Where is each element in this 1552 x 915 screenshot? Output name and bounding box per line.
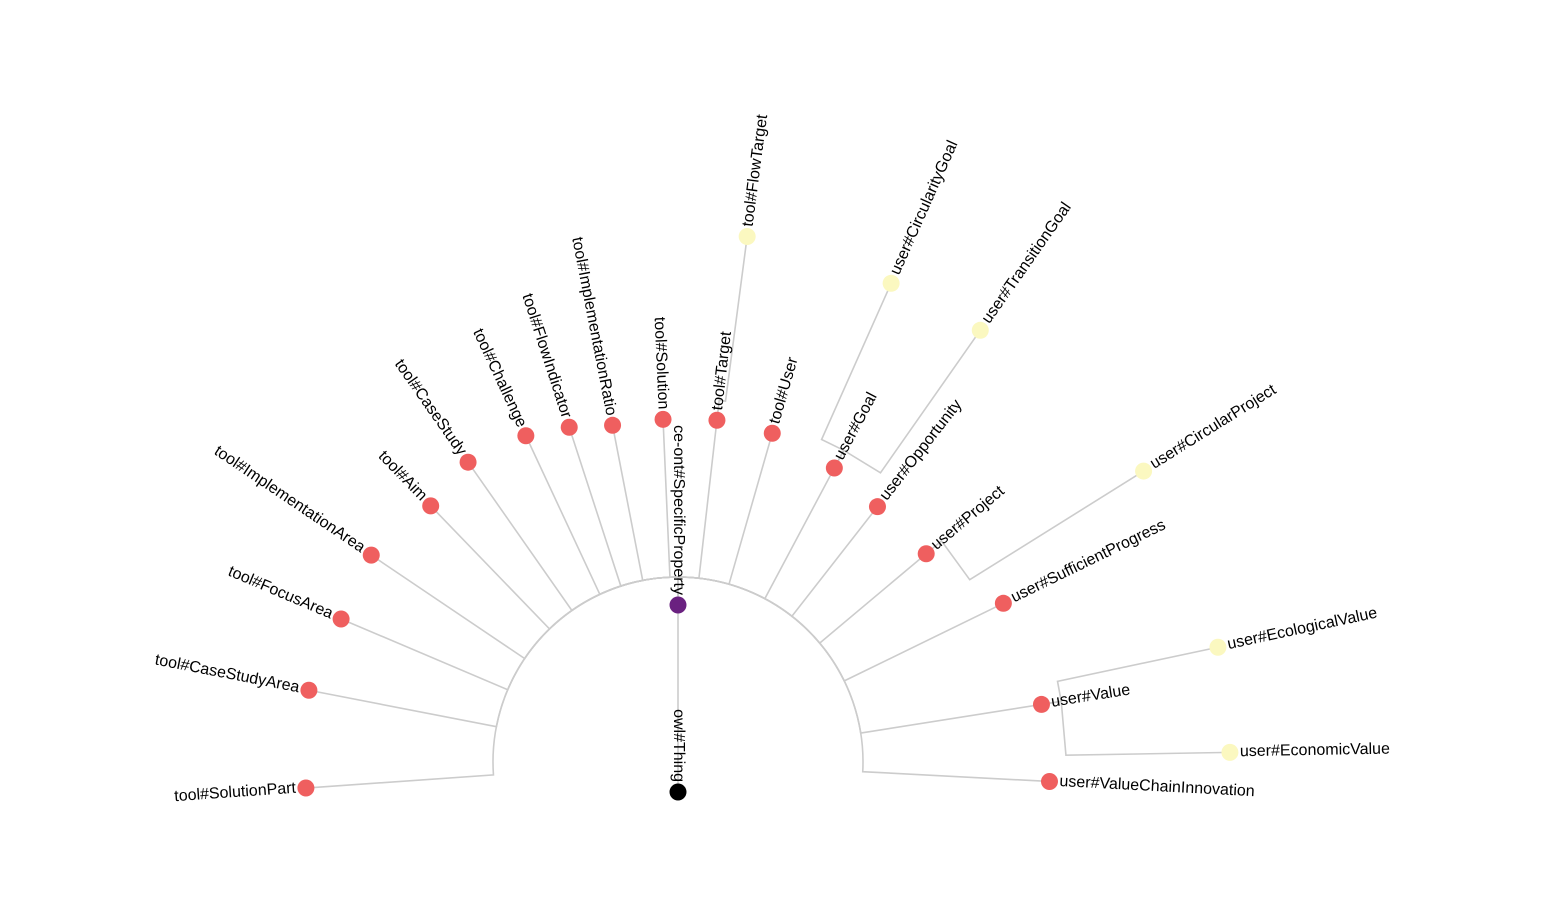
tree-node-owl-thing[interactable] xyxy=(669,783,687,801)
node-label-user-sufficientprogress: user#SufficientProgress xyxy=(1008,516,1168,606)
link-tool-challenge xyxy=(525,435,679,605)
tree-node-user-project[interactable] xyxy=(917,545,935,563)
node-label-tool-flowindicator: tool#FlowIndicator xyxy=(518,291,574,420)
tree-node-user-valuechaininnovation[interactable] xyxy=(1040,772,1058,790)
link-tool-implementationarea xyxy=(370,554,679,660)
link-tool-implementationratio xyxy=(611,425,679,605)
tree-node-tool-target[interactable] xyxy=(708,411,726,429)
link-user-sufficientprogress xyxy=(677,576,1004,682)
node-label-user-economicvalue: user#EconomicValue xyxy=(1240,741,1390,761)
tree-node-tool-implementationratio[interactable] xyxy=(604,416,622,434)
tree-node-tool-implementationarea[interactable] xyxy=(362,546,380,564)
node-label-user-project: user#Project xyxy=(928,482,1008,553)
tree-node-user-opportunity[interactable] xyxy=(868,498,886,516)
tree-node-user-value[interactable] xyxy=(1032,695,1050,713)
node-label-tool-solutionpart: tool#SolutionPart xyxy=(174,780,297,805)
tree-node-tool-flowtarget[interactable] xyxy=(738,228,756,246)
link-user-circularproject xyxy=(925,470,1145,581)
node-label-tool-casestudyarea: tool#CaseStudyArea xyxy=(153,652,300,697)
node-label-tool-implementationarea: tool#ImplementationArea xyxy=(211,443,368,557)
node-label-user-opportunity: user#Opportunity xyxy=(877,397,966,504)
tree-node-tool-user[interactable] xyxy=(763,424,781,442)
tree-node-user-transitiongoal[interactable] xyxy=(971,321,989,339)
node-label-tool-user: tool#User xyxy=(766,355,801,426)
node-label-tool-flowtarget: tool#FlowTarget xyxy=(740,113,772,228)
tree-node-tool-aim[interactable] xyxy=(422,497,440,515)
link-tool-casestudyarea xyxy=(308,576,679,728)
node-label-user-ecologicalvalue: user#EcologicalValue xyxy=(1226,605,1379,653)
tree-links xyxy=(305,236,1230,792)
tree-node-tool-flowindicator[interactable] xyxy=(560,418,578,436)
tree-node-tool-solutionpart[interactable] xyxy=(297,779,315,797)
tree-nodes: tool#SolutionPart tool#CaseStudyArea tool#… xyxy=(153,113,1390,805)
node-label-tool-challenge: tool#Challenge xyxy=(469,326,530,430)
link-user-value xyxy=(677,576,1042,734)
link-user-opportunity xyxy=(677,506,879,618)
tree-node-ce-ont-specificproperty[interactable] xyxy=(669,596,687,614)
node-label-tool-focusarea: tool#FocusArea xyxy=(226,563,336,622)
tree-node-tool-casestudy[interactable] xyxy=(459,453,477,471)
tree-node-user-circularitygoal[interactable] xyxy=(882,274,900,292)
node-label-tool-implementationratio: tool#ImplementationRatio xyxy=(568,236,619,417)
tree-node-user-economicvalue[interactable] xyxy=(1221,743,1239,761)
node-label-tool-solution: tool#Solution xyxy=(651,317,672,410)
tree-node-tool-solution[interactable] xyxy=(654,410,672,428)
link-user-project xyxy=(677,553,927,645)
tree-node-user-ecologicalvalue[interactable] xyxy=(1209,638,1227,656)
link-tool-flowtarget xyxy=(716,236,748,421)
tree-node-user-goal[interactable] xyxy=(825,459,843,477)
link-user-valuechaininnovation xyxy=(677,576,1050,783)
node-label-tool-casestudy: tool#CaseStudy xyxy=(391,356,470,458)
node-label-user-valuechaininnovation: user#ValueChainInnovation xyxy=(1059,773,1255,800)
node-label-tool-target: tool#Target xyxy=(709,330,735,411)
tree-node-tool-focusarea[interactable] xyxy=(332,610,350,628)
node-label-user-circularitygoal: user#CircularityGoal xyxy=(887,138,961,277)
link-user-economicvalue xyxy=(1041,700,1230,757)
tree-node-tool-challenge[interactable] xyxy=(517,427,535,445)
link-tool-user xyxy=(677,433,774,605)
link-tool-focusarea xyxy=(340,576,679,691)
node-label-ce-ont-specificproperty: ce-ont#SpecificProperty xyxy=(670,425,687,595)
node-label-user-transitiongoal: user#TransitionGoal xyxy=(979,199,1075,326)
link-user-transitiongoal xyxy=(833,329,981,474)
node-label-owl-thing: owl#Thing xyxy=(670,709,687,782)
tree-node-user-sufficientprogress[interactable] xyxy=(994,594,1012,612)
tree-node-user-circularproject[interactable] xyxy=(1135,462,1153,480)
node-label-tool-aim: tool#Aim xyxy=(375,448,430,505)
node-label-user-value: user#Value xyxy=(1050,681,1132,710)
node-label-user-circularproject: user#CircularProject xyxy=(1147,381,1279,473)
tree-node-tool-casestudyarea[interactable] xyxy=(300,681,318,699)
